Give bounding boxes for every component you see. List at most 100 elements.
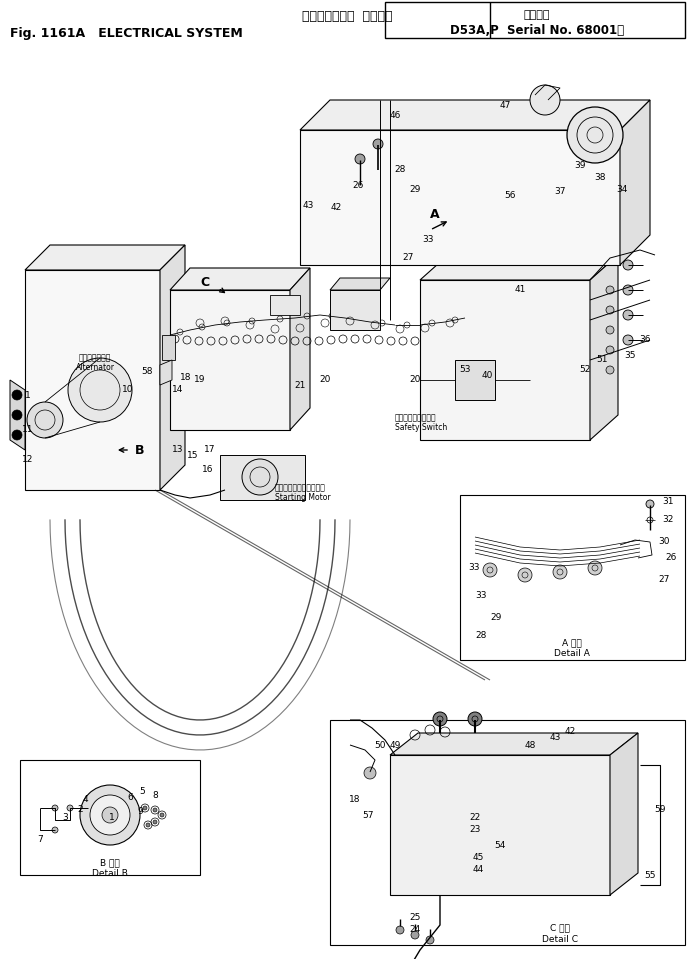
Text: 12: 12 — [22, 456, 34, 464]
Circle shape — [67, 805, 73, 811]
Circle shape — [355, 154, 365, 164]
Circle shape — [160, 813, 164, 817]
Text: 58: 58 — [142, 367, 153, 377]
Text: 1: 1 — [109, 813, 115, 823]
Polygon shape — [330, 290, 380, 330]
Text: 42: 42 — [330, 203, 341, 213]
Text: Fig. 1161A   ELECTRICAL SYSTEM: Fig. 1161A ELECTRICAL SYSTEM — [10, 27, 243, 40]
Text: C: C — [201, 276, 210, 290]
Text: 27: 27 — [403, 253, 414, 263]
Text: 29: 29 — [490, 614, 501, 622]
Polygon shape — [170, 268, 310, 290]
Circle shape — [68, 358, 132, 422]
Polygon shape — [10, 380, 25, 450]
Text: 42: 42 — [564, 728, 575, 737]
Circle shape — [364, 767, 376, 779]
Circle shape — [426, 936, 434, 944]
Polygon shape — [162, 335, 175, 360]
Text: 35: 35 — [624, 350, 636, 360]
Text: 33: 33 — [475, 591, 486, 599]
Circle shape — [606, 286, 614, 294]
Polygon shape — [25, 245, 185, 270]
Circle shape — [153, 820, 157, 824]
Text: 21: 21 — [294, 381, 305, 389]
Polygon shape — [160, 245, 185, 490]
Text: C 詳細: C 詳細 — [550, 924, 570, 932]
Circle shape — [623, 310, 633, 320]
Circle shape — [143, 806, 147, 810]
Polygon shape — [300, 100, 650, 130]
Text: A 詳細: A 詳細 — [562, 639, 582, 647]
Text: 20: 20 — [409, 376, 421, 385]
Circle shape — [90, 795, 130, 835]
Polygon shape — [300, 130, 620, 265]
Text: 37: 37 — [555, 188, 566, 197]
Text: エレクトリカル  システム: エレクトリカル システム — [302, 10, 392, 23]
Text: 18: 18 — [180, 373, 192, 383]
Text: 10: 10 — [122, 386, 134, 394]
Circle shape — [27, 402, 63, 438]
Text: Safety Switch: Safety Switch — [395, 424, 447, 433]
Circle shape — [530, 85, 560, 115]
Text: オルタネーター: オルタネーター — [79, 354, 111, 363]
Circle shape — [12, 410, 22, 420]
Polygon shape — [25, 270, 160, 490]
Circle shape — [153, 808, 157, 812]
Text: 44: 44 — [473, 866, 484, 875]
Polygon shape — [420, 255, 618, 280]
Text: 適用号機: 適用号機 — [524, 10, 550, 20]
Text: 43: 43 — [550, 734, 561, 742]
Circle shape — [80, 785, 140, 845]
Text: 38: 38 — [594, 174, 606, 182]
Text: A: A — [430, 208, 440, 222]
Polygon shape — [455, 360, 495, 400]
Circle shape — [242, 459, 278, 495]
Text: 29: 29 — [409, 185, 421, 195]
Text: 47: 47 — [499, 101, 511, 109]
Circle shape — [518, 568, 532, 582]
Text: 5: 5 — [139, 787, 145, 797]
Text: 23: 23 — [469, 826, 481, 834]
Text: 9: 9 — [137, 807, 143, 816]
Circle shape — [102, 807, 118, 823]
Circle shape — [411, 931, 419, 939]
Text: B 詳細: B 詳細 — [100, 858, 120, 868]
Polygon shape — [420, 280, 590, 440]
Text: 26: 26 — [665, 553, 677, 563]
Circle shape — [52, 827, 58, 833]
Text: 59: 59 — [654, 806, 666, 814]
Text: D53A,P  Serial No. 68001～: D53A,P Serial No. 68001～ — [450, 24, 624, 37]
Text: 34: 34 — [616, 185, 627, 195]
Text: 51: 51 — [596, 356, 608, 364]
Text: 1: 1 — [25, 390, 31, 400]
Text: 16: 16 — [202, 465, 214, 475]
Polygon shape — [620, 100, 650, 265]
Circle shape — [52, 805, 58, 811]
Circle shape — [396, 926, 404, 934]
Text: 41: 41 — [514, 286, 525, 294]
Polygon shape — [610, 733, 638, 895]
Text: 49: 49 — [389, 740, 400, 750]
Text: 55: 55 — [644, 871, 656, 879]
Circle shape — [623, 260, 633, 270]
Polygon shape — [290, 268, 310, 430]
Text: 28: 28 — [394, 166, 406, 175]
Circle shape — [606, 326, 614, 334]
Text: Alternator: Alternator — [76, 363, 115, 372]
Text: Detail A: Detail A — [554, 649, 590, 659]
Circle shape — [567, 107, 623, 163]
Text: 13: 13 — [172, 446, 184, 455]
Circle shape — [433, 712, 447, 726]
Text: 50: 50 — [374, 740, 386, 750]
Polygon shape — [590, 255, 618, 440]
Text: 45: 45 — [473, 854, 484, 862]
Text: 27: 27 — [658, 575, 670, 584]
Circle shape — [12, 390, 22, 400]
Text: B: B — [135, 443, 144, 456]
Text: 4: 4 — [82, 796, 88, 805]
Text: 31: 31 — [662, 498, 673, 506]
Text: 19: 19 — [194, 376, 205, 385]
Circle shape — [606, 346, 614, 354]
Text: 6: 6 — [127, 793, 133, 803]
Circle shape — [623, 335, 633, 345]
